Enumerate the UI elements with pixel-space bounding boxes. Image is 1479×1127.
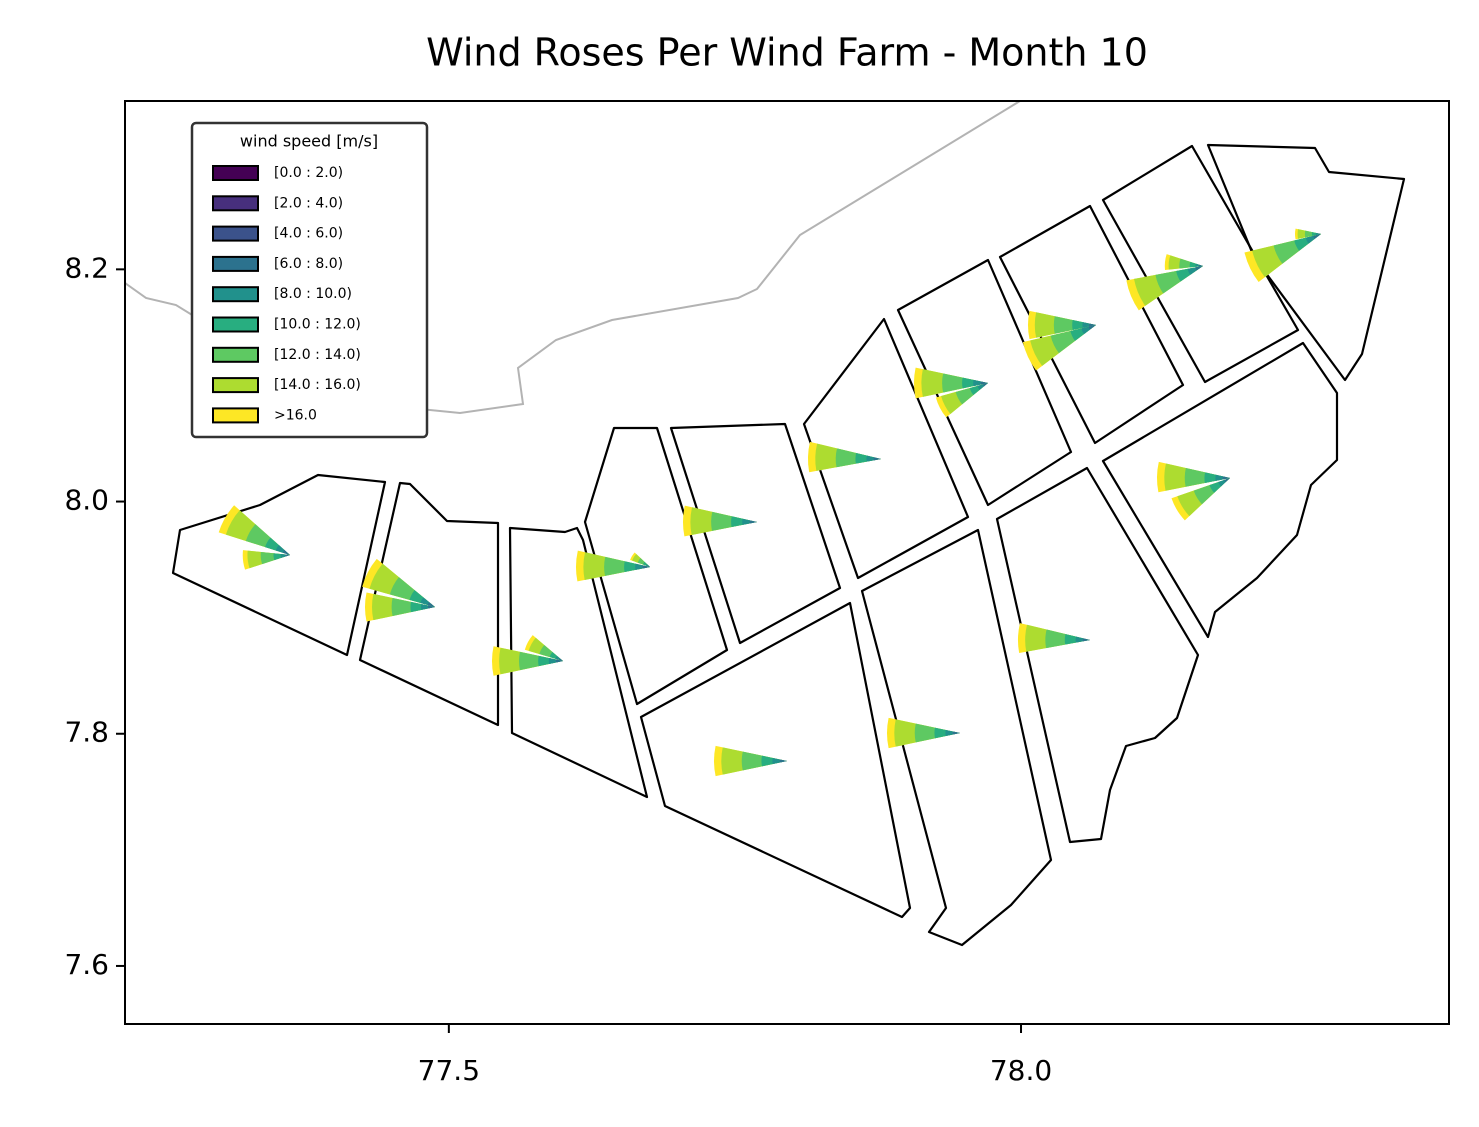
rose-wedge [559,658,563,661]
rose-wedge [1222,476,1230,480]
legend-label: [2.0 : 4.0) [274,195,343,211]
legend-label: [0.0 : 2.0) [274,165,343,181]
legend-label: [10.0 : 12.0) [274,317,361,333]
y-tick-label: 7.8 [64,716,109,749]
farm-area [896,258,1073,507]
legend-title: wind speed [m/s] [240,132,378,151]
rose-wedge [749,520,757,524]
y-tick-label: 8.0 [64,484,109,517]
legend-swatch [212,165,259,181]
wind-roses [218,228,1321,777]
farm-area [508,526,649,799]
rose-wedge [428,605,435,609]
farm-area [171,473,387,657]
legend-label: [4.0 : 6.0) [274,226,343,242]
rose-wedge [635,563,650,570]
rose-wedge [779,759,787,763]
legend-swatch [212,377,259,394]
rose-wedge [1315,232,1321,236]
farm-area [802,317,970,580]
rose-wedge [1215,474,1230,481]
rose-wedge [1318,233,1321,235]
rose-wedge [555,659,563,663]
rose-wedge [285,554,290,557]
legend-swatch [212,195,259,212]
legend-swatch [212,346,259,363]
x-tick-label: 77.5 [418,1054,480,1087]
y-tick-label: 7.6 [64,948,109,981]
x-tick-label: 78.0 [990,1054,1052,1087]
chart-title: Wind Roses Per Wind Farm - Month 10 [426,31,1148,75]
farm-area [1101,144,1300,384]
legend-swatch [212,407,259,424]
farm-area [1206,143,1406,382]
rose-wedge [648,565,650,567]
farm-area [669,422,842,645]
rose-wedge [1224,478,1230,483]
rose-wedge [1089,323,1096,327]
rose-wedge [980,381,988,385]
rose-wedge [642,565,650,569]
y-tick-label: 8.2 [64,251,109,284]
rose-wedge [873,457,881,461]
rose-wedge [1199,264,1203,267]
rose-wedge [1075,636,1090,643]
legend-label: >16.0 [274,407,317,423]
legend-label: [12.0 : 14.0) [274,347,361,363]
rose-wedge [742,518,757,525]
rose-wedge [1088,325,1096,330]
legend: wind speed [m/s] [0.0 : 2.0) [2.0 : 4.0) [… [190,121,429,439]
legend-label: [8.0 : 10.0) [274,286,352,302]
rose-wedge [866,455,881,462]
legend-label: [6.0 : 8.0) [274,256,343,272]
farm-area [998,204,1185,445]
rose-wedge [1195,266,1203,271]
legend-label: [14.0 : 16.0) [274,377,361,393]
farm-area [995,466,1200,844]
map-layer [124,100,1406,947]
rose-wedge [1313,234,1321,239]
farm-area [639,601,912,919]
plot-frame [124,100,1450,1025]
legend-swatch [212,316,259,333]
legend-swatch [212,286,259,303]
farm-area [358,481,500,727]
rose-wedge [427,602,435,607]
legend-swatch [212,255,259,272]
rose-wedge [282,550,290,555]
rose-wedge [952,731,960,735]
rose-wedge [1082,638,1090,642]
farm-area [583,426,729,706]
farm-area [1101,341,1339,639]
legend-swatch [212,225,259,242]
farm-area [860,528,1053,947]
rose-wedge [982,383,988,387]
